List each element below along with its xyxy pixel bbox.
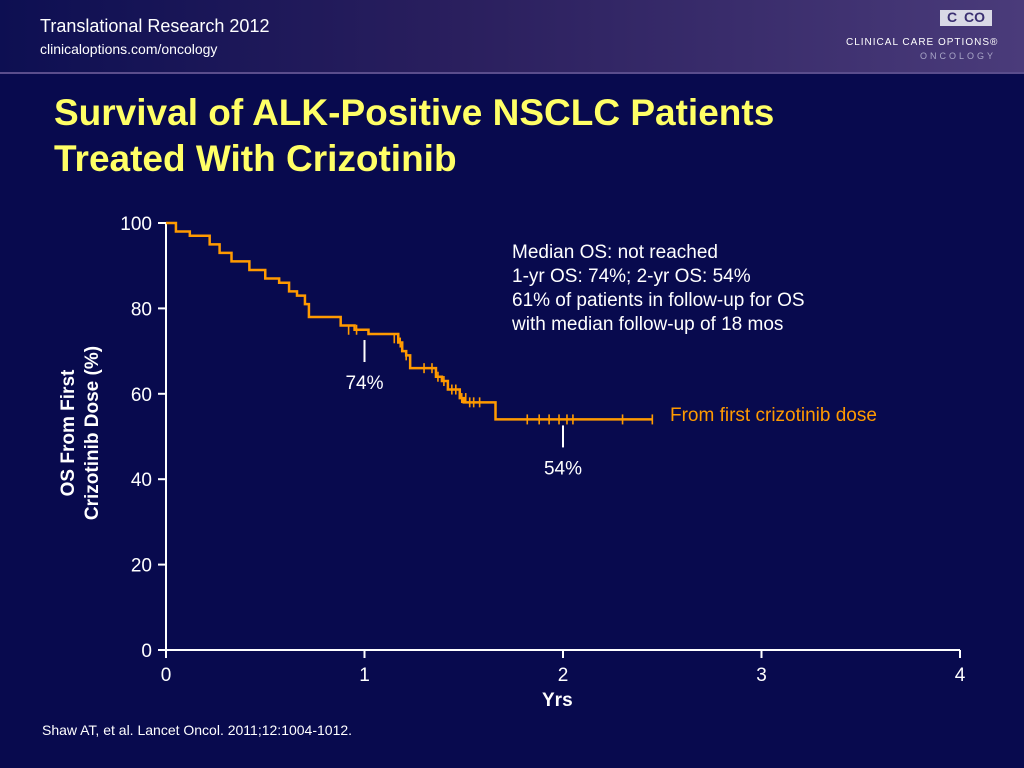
cco-logo: C CO CLINICAL CARE OPTIONS® ONCOLOGY bbox=[846, 9, 999, 66]
logo-name: CLINICAL CARE OPTIONS® bbox=[846, 37, 999, 48]
y-axis-label-line2: Crizotinib Dose (%) bbox=[82, 345, 103, 521]
slide-title: Survival of ALK-Positive NSCLC Patients … bbox=[54, 90, 994, 182]
note-os-rates: 1-yr OS: 74%; 2-yr OS: 54% bbox=[512, 266, 751, 287]
x-tick-label: 1 bbox=[359, 665, 370, 686]
slide-header: Translational Research 2012 clinicalopti… bbox=[0, 0, 1024, 74]
y-axis-label-line1: OS From First bbox=[58, 369, 79, 497]
annotation-label: 74% bbox=[345, 373, 383, 394]
cco-logo-mark: C CO bbox=[940, 9, 992, 26]
y-tick-label: 40 bbox=[131, 470, 152, 491]
x-tick-label: 4 bbox=[955, 665, 966, 686]
x-axis-label: Yrs bbox=[542, 690, 573, 711]
note-median-os: Median OS: not reached bbox=[512, 242, 718, 263]
y-axis-label: OS From First Crizotinib Dose (%) bbox=[57, 273, 107, 593]
logo-sub: ONCOLOGY bbox=[920, 51, 997, 61]
citation: Shaw AT, et al. Lancet Oncol. 2011;12:10… bbox=[42, 722, 353, 738]
note-follow-up: 61% of patients in follow-up for OS bbox=[512, 290, 805, 311]
y-tick-label: 20 bbox=[131, 556, 152, 577]
annotation-label: 54% bbox=[544, 458, 582, 479]
chart-notes: Median OS: not reached 1-yr OS: 74%; 2-y… bbox=[512, 241, 805, 337]
slide-title-line2: Treated With Crizotinib bbox=[54, 138, 457, 179]
note-median-follow-up: with median follow-up of 18 mos bbox=[512, 314, 784, 335]
series-label: From first crizotinib dose bbox=[670, 405, 877, 426]
survival-curve bbox=[166, 221, 653, 421]
x-tick-label: 3 bbox=[756, 665, 767, 686]
logo-mark-c: C bbox=[947, 9, 958, 25]
y-tick-label: 60 bbox=[131, 385, 152, 406]
slide-title-line1: Survival of ALK-Positive NSCLC Patients bbox=[54, 92, 775, 133]
conference-title: Translational Research 2012 bbox=[40, 16, 270, 36]
conference-url: clinicaloptions.com/oncology bbox=[40, 41, 218, 57]
y-tick-label: 100 bbox=[120, 214, 152, 235]
x-tick-label: 2 bbox=[558, 665, 569, 686]
y-tick-label: 0 bbox=[141, 641, 152, 662]
x-tick-label: 0 bbox=[161, 665, 172, 686]
y-tick-label: 80 bbox=[131, 299, 152, 320]
logo-mark-co: CO bbox=[964, 9, 985, 25]
